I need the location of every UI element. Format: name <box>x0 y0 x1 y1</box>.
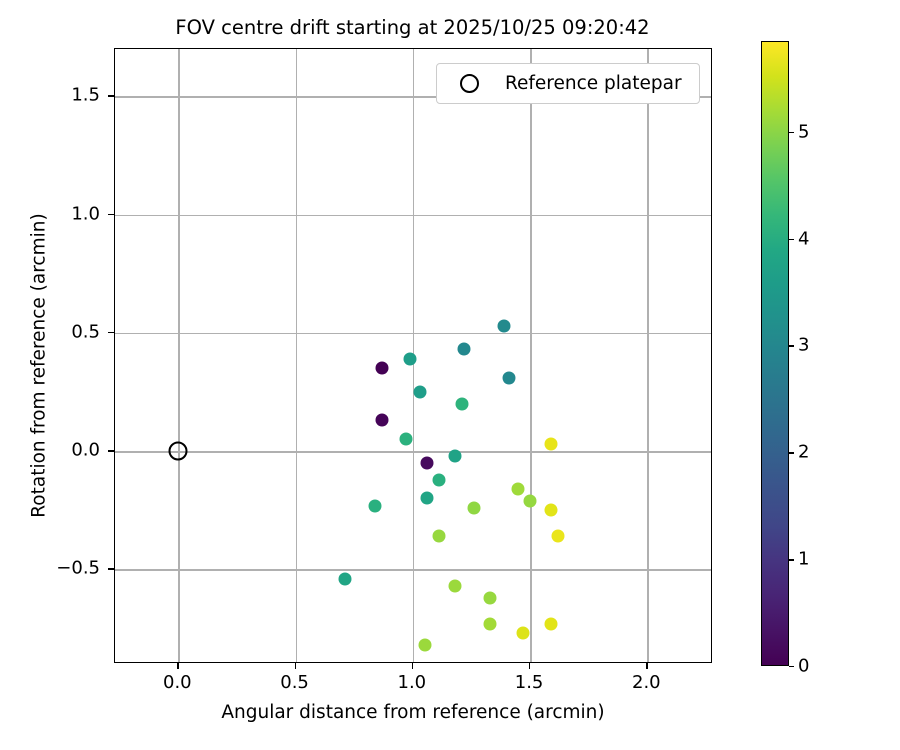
scatter-point <box>544 503 558 517</box>
x-tick <box>177 663 179 669</box>
plot-area <box>115 49 711 662</box>
x-tick-label: 2.0 <box>632 672 661 693</box>
y-axis-label: Rotation from reference (arcmin) <box>28 213 50 518</box>
x-tick <box>411 663 414 669</box>
colorbar-tick <box>789 666 794 668</box>
plot-axes <box>114 48 712 663</box>
chart-title: FOV centre drift starting at 2025/10/25 … <box>175 16 650 39</box>
gridline-horizontal <box>115 451 711 453</box>
scatter-point <box>413 385 427 399</box>
reference-platepar-marker <box>168 441 188 461</box>
gridline-horizontal <box>115 332 711 335</box>
colorbar-tick-label: 2 <box>798 441 810 463</box>
y-tick-label: 1.0 <box>71 203 100 225</box>
scatter-point <box>523 494 537 508</box>
scatter-point <box>432 529 446 543</box>
gridline-horizontal <box>115 214 711 217</box>
y-tick-label: 1.5 <box>71 84 100 106</box>
legend-entry-label: Reference platepar <box>505 73 682 94</box>
x-tick-label: 0.5 <box>280 672 309 693</box>
scatter-point <box>399 432 413 446</box>
colorbar-tick <box>789 452 794 454</box>
x-tick-label: 1.0 <box>397 672 427 693</box>
scatter-point <box>455 397 469 411</box>
scatter-point <box>432 473 446 486</box>
scatter-point <box>483 591 497 605</box>
y-tick <box>108 331 114 334</box>
colorbar-tick-label: 0 <box>798 655 810 677</box>
colorbar-tick <box>789 345 794 347</box>
scatter-point <box>497 319 511 333</box>
gridline-vertical <box>295 49 298 662</box>
x-axis-label: Angular distance from reference (arcmin) <box>221 702 605 723</box>
legend: Reference platepar <box>436 63 700 104</box>
scatter-point <box>403 352 417 366</box>
scatter-point <box>516 626 530 640</box>
y-tick-label: 0.0 <box>71 439 100 461</box>
colorbar-tick-label: 5 <box>798 121 810 143</box>
y-tick <box>108 95 114 97</box>
scatter-point <box>544 617 558 631</box>
x-tick <box>529 663 531 669</box>
scatter-point <box>483 617 497 631</box>
y-tick <box>108 450 114 452</box>
y-tick-label: 0.5 <box>71 321 100 343</box>
gridline-horizontal <box>115 96 711 98</box>
colorbar-tick <box>789 131 794 134</box>
colorbar: 0 1 2 3 4 5 <box>761 41 809 677</box>
scatter-point <box>502 371 516 385</box>
scatter-point <box>368 499 382 513</box>
scatter-point <box>375 413 389 427</box>
open-circle-icon <box>460 74 479 93</box>
scatter-point <box>467 501 481 515</box>
gridline-vertical <box>647 49 649 662</box>
scatter-point <box>338 572 352 586</box>
colorbar-gradient <box>761 41 789 666</box>
scatter-point <box>511 482 525 496</box>
x-tick-label: 1.5 <box>514 672 544 693</box>
scatter-point <box>448 579 462 593</box>
y-tick <box>108 213 114 215</box>
scatter-point <box>420 491 434 505</box>
x-tick <box>646 663 648 669</box>
colorbar-tick <box>789 559 794 561</box>
scatter-point <box>544 437 558 451</box>
gridline-horizontal <box>115 569 711 571</box>
gridline-vertical <box>178 49 180 662</box>
colorbar-tick <box>789 238 794 241</box>
scatter-point <box>457 342 471 356</box>
colorbar-tick-label: 1 <box>798 548 810 570</box>
scatter-point <box>418 638 432 652</box>
scatter-point <box>375 361 389 375</box>
gridline-vertical <box>530 49 532 662</box>
colorbar-tick-label: 3 <box>798 334 810 356</box>
scatter-point <box>551 529 565 543</box>
scatter-point <box>420 456 434 470</box>
x-tick <box>294 663 296 669</box>
y-tick-label: −0.5 <box>56 557 100 579</box>
x-tick-label: 0.0 <box>162 672 192 693</box>
scatter-point <box>448 449 462 463</box>
colorbar-tick-label: 4 <box>798 228 810 250</box>
y-tick <box>108 568 114 570</box>
